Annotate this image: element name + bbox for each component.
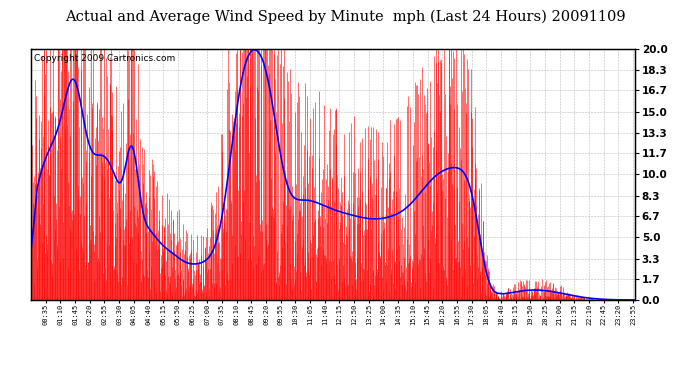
Text: Copyright 2009 Cartronics.com: Copyright 2009 Cartronics.com [34, 54, 175, 63]
Text: Actual and Average Wind Speed by Minute  mph (Last 24 Hours) 20091109: Actual and Average Wind Speed by Minute … [65, 9, 625, 24]
